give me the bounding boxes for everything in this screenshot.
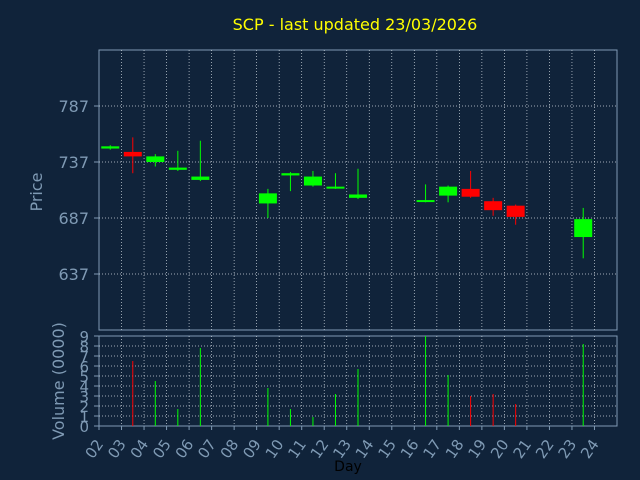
candle-body [461,188,480,197]
candle-body [303,176,322,186]
x-tick-label: 16 [397,436,423,462]
volume-axis-label: Volume (0000) [49,322,68,440]
x-tick-label: 09 [239,436,265,462]
x-tick-label: 19 [464,436,490,462]
price-ytick-label: 737 [58,153,89,172]
volume-ytick-label: 7 [79,348,89,366]
volume-ytick-label: 0 [79,418,89,436]
candle-body [326,186,345,189]
candle-body [101,146,120,149]
candle-body [484,201,503,211]
volume-ytick-label: 5 [79,368,89,386]
x-tick-label: 17 [419,436,445,462]
volume-ytick-label: 1 [79,408,89,426]
volume-ytick-label: 6 [79,358,89,376]
candle-body [146,156,165,162]
candle-body [258,193,277,204]
candle-body [574,219,593,238]
x-tick-label: 11 [284,436,310,462]
x-tick-label: 10 [262,436,288,462]
x-tick-label: 04 [127,436,153,462]
candle-body [123,151,142,157]
volume-ytick-label: 4 [79,378,89,396]
candle-body [416,200,435,203]
price-axis-label: Price [27,172,46,211]
x-tick-label: 08 [217,436,243,462]
x-tick-label: 18 [442,436,468,462]
volume-ytick-label: 2 [79,398,89,416]
x-tick-label: 06 [172,436,198,462]
x-axis-label: Day [334,459,362,475]
x-tick-label: 02 [82,436,108,462]
x-tick-label: 12 [307,436,333,462]
x-tick-label: 22 [532,436,558,462]
candle-body [191,176,210,180]
x-tick-label: 15 [374,436,400,462]
candle-body [439,186,458,196]
x-tick-label: 05 [149,436,175,462]
chart-title: SCP - last updated 23/03/2026 [233,15,478,34]
price-ytick-label: 637 [58,265,89,284]
x-tick-label: 21 [509,436,535,462]
candle-body [349,194,367,198]
candle-body [281,173,300,176]
volume-ytick-label: 8 [79,338,89,356]
price-ytick-label: 787 [58,97,89,116]
x-tick-label: 03 [104,436,130,462]
volume-ytick-label: 9 [79,328,89,346]
price-plot-frame [98,49,618,331]
x-tick-label: 23 [555,436,581,462]
price-panel: 637 687 737 787 [58,49,618,331]
volume-ytick-label: 3 [79,388,89,406]
x-tick-label: 24 [577,436,603,462]
price-ytick-label: 687 [58,209,89,228]
x-axis-ticks: 0203040506070809101112131415161718192021… [82,426,603,462]
x-tick-label: 20 [487,436,513,462]
x-tick-label: 07 [194,436,220,462]
candle-body [168,167,187,170]
candle-body [506,205,525,217]
